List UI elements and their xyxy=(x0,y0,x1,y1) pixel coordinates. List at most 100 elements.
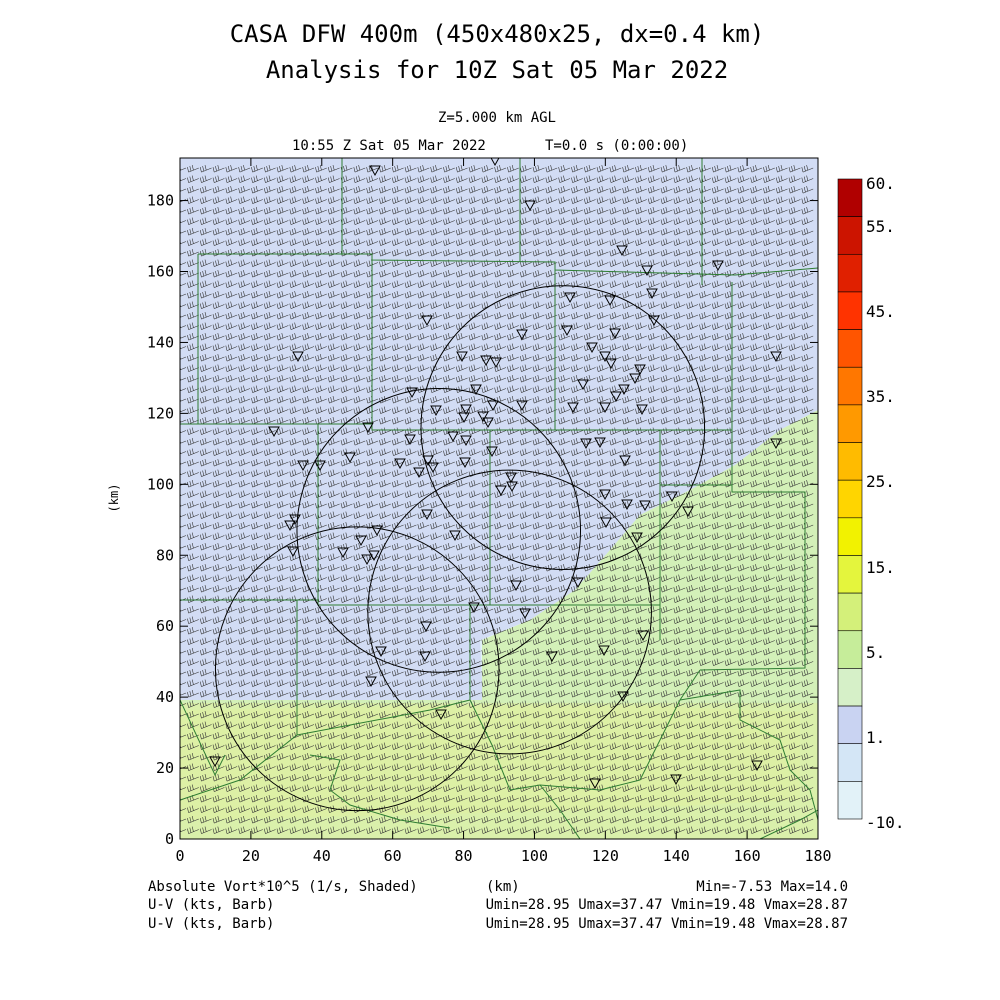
county-line xyxy=(180,599,660,606)
colorbar-segment xyxy=(837,291,863,330)
county-line xyxy=(309,754,451,829)
station-marker xyxy=(447,431,459,443)
x-tick-label: 0 xyxy=(175,847,184,865)
station-marker xyxy=(487,400,499,412)
station-marker xyxy=(516,400,528,412)
station-marker xyxy=(605,358,617,370)
colorbar-segment xyxy=(837,630,863,669)
wind-barb-field xyxy=(180,165,814,834)
station-marker xyxy=(456,351,468,363)
station-marker xyxy=(567,402,579,414)
station-marker xyxy=(287,546,299,558)
shaded-field-label: Absolute Vort*10^5 (1/s, Shaded) xyxy=(148,879,418,895)
county-line xyxy=(180,699,226,777)
x-tick-label: 120 xyxy=(592,847,619,865)
shaded-field-range: Min=-7.53 Max=14.0 xyxy=(696,879,848,895)
colorbar-segment xyxy=(837,705,863,745)
station-marker xyxy=(297,460,309,472)
y-tick-label: 140 xyxy=(147,333,174,351)
station-marker xyxy=(368,550,380,562)
county-line xyxy=(759,809,818,839)
plot-frame xyxy=(179,157,819,840)
colorbar-segment xyxy=(837,743,863,782)
station-marker xyxy=(468,602,480,614)
station-marker xyxy=(394,458,406,470)
station-marker xyxy=(490,158,500,167)
station-marker xyxy=(636,404,648,416)
station-marker xyxy=(337,547,349,559)
station-marker xyxy=(420,621,432,633)
x-tick-label: 180 xyxy=(804,847,831,865)
model-time-label: T=0.0 s (0:00:00) xyxy=(545,138,688,154)
colorbar-segment xyxy=(837,668,863,707)
wind-barbs xyxy=(180,165,814,834)
station-marker xyxy=(609,328,621,340)
colorbar-segment xyxy=(837,329,863,368)
station-marker xyxy=(427,462,439,474)
barb-field-range-1: Umin=28.95 Umax=37.47 Vmin=19.48 Vmax=28… xyxy=(486,897,848,913)
colorbar-segment xyxy=(837,442,863,481)
station-marker xyxy=(375,646,387,658)
station-marker xyxy=(510,580,522,592)
chart-title-line2: Analysis for 10Z Sat 05 Mar 2022 xyxy=(266,56,728,84)
station-marker xyxy=(490,357,502,369)
station-marker xyxy=(289,514,301,526)
county-line xyxy=(539,784,581,839)
station-marker xyxy=(629,373,641,385)
station-marker xyxy=(621,499,633,511)
station-marker xyxy=(355,535,367,547)
x-axis: 0 20 40 60 80 100 120 140 160 180 xyxy=(175,158,832,865)
county-line xyxy=(469,605,511,791)
station-marker xyxy=(577,379,589,391)
station-marker xyxy=(648,315,660,327)
radar-range-rings xyxy=(214,285,706,812)
y-tick-label: 20 xyxy=(156,759,174,777)
station-marker xyxy=(572,577,584,589)
y-tick-label: 60 xyxy=(156,617,174,635)
station-marker xyxy=(524,200,536,212)
station-marker xyxy=(506,481,518,493)
station-marker xyxy=(460,435,472,447)
station-marker xyxy=(631,532,643,544)
station-marker xyxy=(292,351,304,363)
chart-title-line1: CASA DFW 400m (450x480x25, dx=0.4 km) xyxy=(230,20,765,48)
station-marker xyxy=(435,709,447,721)
x-tick-label: 100 xyxy=(521,847,548,865)
colorbar-label: 55. xyxy=(866,217,895,236)
plot-area xyxy=(180,158,818,839)
station-marker xyxy=(599,402,611,414)
station-marker xyxy=(477,411,489,423)
station-marker xyxy=(770,351,782,363)
x-tick-label: 80 xyxy=(455,847,473,865)
station-marker xyxy=(422,455,434,467)
radar-ring-3 xyxy=(367,469,652,755)
station-marker xyxy=(421,509,433,521)
station-marker xyxy=(561,325,573,337)
y-tick-label: 160 xyxy=(147,263,174,281)
county-line xyxy=(180,423,732,431)
x-tick-label: 60 xyxy=(384,847,402,865)
station-marker xyxy=(413,467,425,479)
station-marker xyxy=(371,525,383,537)
colorbar-labels: 60. 55. 45. 35. 25. 15. 5. 1. -10. xyxy=(866,174,905,832)
station-marker xyxy=(460,404,472,416)
station-marker xyxy=(564,292,576,304)
x-tick-label: 160 xyxy=(734,847,761,865)
radar-ring-2 xyxy=(296,388,582,673)
station-marker xyxy=(646,288,658,300)
station-marker xyxy=(751,760,763,772)
colorbar-label: 1. xyxy=(866,728,885,747)
county-line xyxy=(679,689,818,821)
station-marker xyxy=(546,651,558,663)
colorbar-label: 45. xyxy=(866,302,895,321)
colorbar-segment xyxy=(837,592,863,632)
station-marker xyxy=(344,452,356,464)
barb-field-label-2: U-V (kts, Barb) xyxy=(148,916,274,932)
station-marker xyxy=(404,434,416,446)
valid-time-label: 10:55 Z Sat 05 Mar 2022 xyxy=(292,138,486,154)
station-marker xyxy=(458,412,470,424)
station-marker xyxy=(641,265,653,277)
colorbar-segment xyxy=(837,216,863,255)
county-line xyxy=(180,700,298,801)
